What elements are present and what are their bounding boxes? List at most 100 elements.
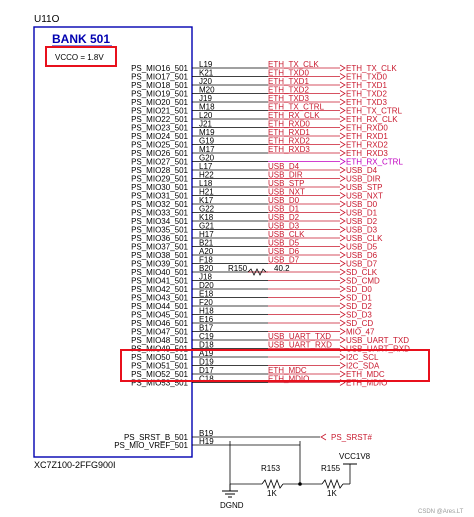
port-label: I2C_SCL <box>346 353 379 362</box>
net-label: ETH_RXD2 <box>268 137 310 146</box>
ball-label: G22 <box>199 205 215 214</box>
ball-label: H18 <box>199 307 214 316</box>
port-arrow <box>339 243 346 250</box>
pin-name: PS_MIO50_501 <box>131 353 188 362</box>
pin-name: PS_MIO33_501 <box>131 209 188 218</box>
port-label: USB_D3 <box>346 226 378 235</box>
pin-name: PS_MIO26_501 <box>131 149 188 158</box>
pin-name: PS_MIO52_501 <box>131 370 188 379</box>
port-arrow <box>339 277 346 284</box>
ball-label: C18 <box>199 375 214 384</box>
port-arrow <box>339 336 346 344</box>
port-arrow <box>339 115 346 123</box>
ball-label: B20 <box>199 264 214 273</box>
pin-name: PS_MIO38_501 <box>131 251 188 260</box>
port-label: ETH_RXD0 <box>346 124 388 133</box>
port-arrow <box>339 226 346 233</box>
net-label: ETH_MDIO <box>268 375 309 384</box>
net-label: USB_STP <box>268 179 304 188</box>
port-arrow <box>339 217 346 225</box>
pin-name: PS_MIO_VREF_501 <box>114 441 188 450</box>
port-label: ETH_RXD1 <box>346 132 388 141</box>
port-arrow <box>339 192 346 199</box>
port-arrow <box>339 328 346 335</box>
pin-name: PS_MIO53_501 <box>131 379 188 388</box>
ball-label: E16 <box>199 315 214 324</box>
port-label: ETH_TXD2 <box>346 90 387 99</box>
port-label: SD_D0 <box>346 285 372 294</box>
net-label: USB_UART_RXD <box>268 341 332 350</box>
pin-name: PS_MIO19_501 <box>131 90 188 99</box>
pin-name: PS_MIO40_501 <box>131 268 188 277</box>
ball-label: J18 <box>199 273 212 282</box>
port-arrow <box>320 433 327 441</box>
ball-label: J20 <box>199 77 212 86</box>
port-label: USB_NXT <box>346 192 383 201</box>
pin-name: PS_MIO23_501 <box>131 124 188 133</box>
pin-name: PS_MIO20_501 <box>131 98 188 107</box>
ball-label: D20 <box>199 281 214 290</box>
ball-label: K18 <box>199 213 214 222</box>
ball-label: M19 <box>199 128 215 137</box>
port-arrow <box>339 251 346 259</box>
port-label: ETH_TX_CLK <box>346 64 397 73</box>
power-label: VCC1V8 <box>339 452 371 461</box>
pin-name: PS_MIO51_501 <box>131 362 188 371</box>
net-label: USB_D1 <box>268 205 300 214</box>
pin-name: PS_MIO29_501 <box>131 175 188 184</box>
port-label: ETH_TXD0 <box>346 73 387 82</box>
pin-name: PS_MIO18_501 <box>131 81 188 90</box>
ball-label: M17 <box>199 145 215 154</box>
r155-ref: R155 <box>321 464 341 473</box>
net-label: ETH_RXD3 <box>268 145 310 154</box>
ball-label: J19 <box>199 94 212 103</box>
r153-value: 1K <box>267 489 277 498</box>
port-label: USB_D4 <box>346 166 378 175</box>
port-label: ETH_RXD2 <box>346 141 388 150</box>
pin-name: PS_MIO46_501 <box>131 319 188 328</box>
pin-name: PS_MIO21_501 <box>131 107 188 116</box>
ball-label: K17 <box>199 196 214 205</box>
port-label: SD_D3 <box>346 311 372 320</box>
port-arrow <box>339 141 346 148</box>
ball-label: B19 <box>199 429 214 438</box>
extra-pin-rows: PS_SRST_B_501 B19 PS_SRST# PS_MIO_VREF_501 H… <box>114 429 372 450</box>
vcco-label: VCCO = 1.8V <box>55 53 104 62</box>
pin-name: PS_MIO17_501 <box>131 73 188 82</box>
net-label: USB_D2 <box>268 213 300 222</box>
ball-label: C19 <box>199 332 214 341</box>
net-label: ETH_RX_CLK <box>268 111 320 120</box>
pin-name: PS_MIO24_501 <box>131 132 188 141</box>
pin-name: PS_MIO32_501 <box>131 200 188 209</box>
port-label: ETH_MDC <box>346 370 385 379</box>
ball-label: M20 <box>199 86 215 95</box>
port-arrow <box>339 353 346 361</box>
net-label: ETH_TX_CTRL <box>268 103 325 112</box>
port-label: MIO_47 <box>346 328 375 337</box>
net-label: USB_UART_TXD <box>268 332 331 341</box>
port-label: USB_D6 <box>346 251 378 260</box>
pin-name: PS_MIO34_501 <box>131 217 188 226</box>
net-label: USB_D0 <box>268 196 300 205</box>
pin-name: PS_MIO48_501 <box>131 336 188 345</box>
port-arrow <box>339 285 346 293</box>
port-label: USB_D1 <box>346 209 378 218</box>
port-label: USB_D5 <box>346 243 378 252</box>
sd-clk-resistor-zigzag <box>247 268 267 276</box>
net-label: USB_D5 <box>268 239 300 248</box>
ball-label: A20 <box>199 247 214 256</box>
ball-label: K21 <box>199 69 214 78</box>
ball-label: D18 <box>199 341 214 350</box>
port-label: ETH_RX_CLK <box>346 115 398 124</box>
ball-label: H21 <box>199 188 214 197</box>
port-label: USB_DIR <box>346 175 381 184</box>
port-arrow <box>339 260 346 267</box>
port-label: ETH_TXD3 <box>346 98 387 107</box>
net-label: ETH_TXD0 <box>268 69 309 78</box>
watermark: CSDN @Ares.LT <box>418 509 464 515</box>
ball-label: L17 <box>199 162 213 171</box>
resistor-value: 40.2 <box>274 264 290 273</box>
port-arrow <box>339 234 346 242</box>
ball-label: L19 <box>199 60 213 69</box>
ball-label: J21 <box>199 120 212 129</box>
